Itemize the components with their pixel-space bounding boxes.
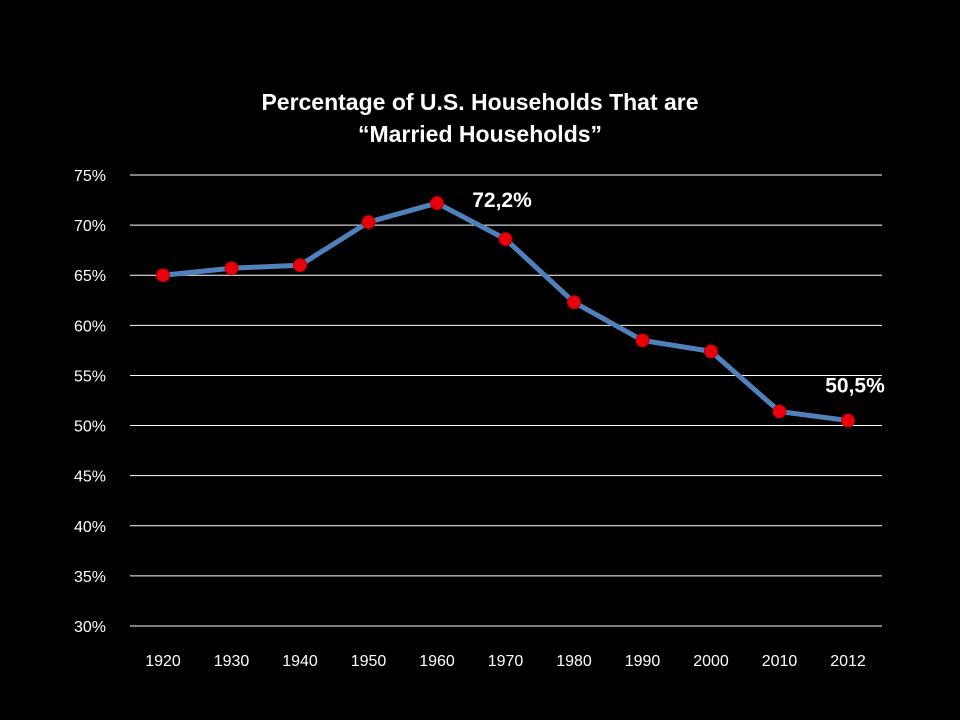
y-tick-label: 50% [74,419,106,436]
x-axis-tick-labels: 1920 1930 1940 1950 1960 1970 1980 1990 2000 2010… [145,653,866,670]
data-label: 72,2% [472,189,532,212]
data-point [430,196,444,211]
data-point [841,413,855,428]
data-point [498,232,513,247]
data-point [293,258,307,273]
data-point [361,215,376,230]
y-tick-label: 35% [74,569,106,586]
data-point [567,295,581,310]
y-axis-tick-labels: 30% 35% 40% 45% 50% 55% 60% 65% 70% 75% [74,168,106,636]
y-tick-label: 60% [74,318,106,335]
x-tick-label: 1940 [282,653,318,670]
x-tick-label: 2000 [693,653,729,670]
data-labels: 72,2% 50,5% [472,189,885,397]
x-tick-label: 1960 [419,653,455,670]
data-label: 50,5% [825,375,885,398]
y-tick-label: 30% [74,619,106,636]
x-tick-label: 1970 [488,653,524,670]
data-point [224,261,239,276]
chart-title-line-1: Percentage of U.S. Households That are [261,89,699,115]
chart-title-line-2: “Married Households” [357,121,603,147]
y-tick-label: 70% [74,218,106,235]
y-tick-label: 45% [74,469,106,486]
x-tick-label: 1920 [145,653,181,670]
x-tick-label: 1930 [214,653,250,670]
y-tick-label: 65% [74,268,106,285]
y-tick-label: 75% [74,168,106,185]
x-tick-label: 2010 [762,653,798,670]
chart-title: Percentage of U.S. Households That are “… [0,86,960,150]
data-point [772,404,787,419]
x-tick-label: 1950 [351,653,387,670]
data-point [156,268,170,283]
data-points [156,196,855,428]
data-point [704,344,718,359]
data-point [635,333,650,348]
y-tick-label: 55% [74,368,106,385]
x-tick-label: 2012 [830,653,866,670]
x-tick-label: 1990 [625,653,661,670]
x-tick-label: 1980 [556,653,592,670]
y-tick-label: 40% [74,519,106,536]
gridlines [130,174,882,627]
